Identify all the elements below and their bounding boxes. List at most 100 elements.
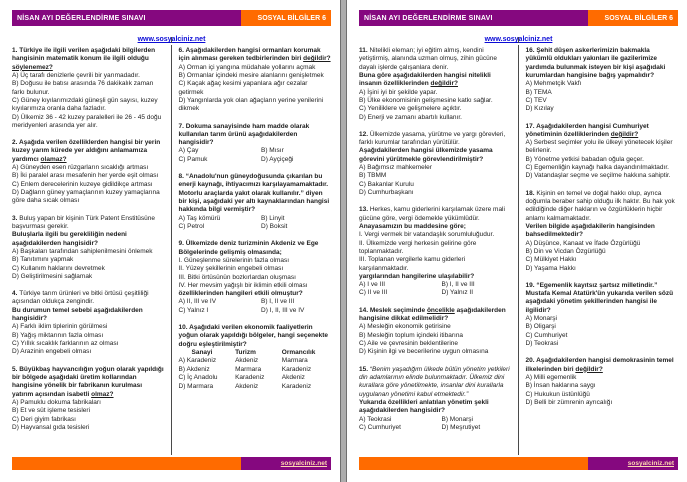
answer-option: D) Enerji ve zamanı abartılı kullanır. <box>359 113 462 121</box>
question-stem: Anayasamızın bu maddesine göre; <box>359 222 466 230</box>
answer-option: D) Kızılay <box>525 105 554 113</box>
answer-options: A) Bağımsız mahkemeler B) TBMM C) Bakanlar… <box>359 164 512 197</box>
question-stem: 14. Meslek seçiminde öncelikle aşağıdaki… <box>359 306 506 323</box>
question-column-right: 6. Aşağıdakilerden hangisi ormanları kor… <box>170 45 332 455</box>
table-header-cell: Turizm <box>235 349 256 356</box>
question-stem: Buluşlarla ilgili bu gerekliliğin nedeni… <box>12 231 127 247</box>
question: 19. “Egemenlik kayıtsız şartsız milletin… <box>526 282 679 349</box>
question: 11. Nitelikli eleman; iyi eğitim almış, … <box>359 47 512 122</box>
question-stem: yargılarından hangilerine ulaşılabilir? <box>359 272 475 280</box>
footer-site-link[interactable]: sosyalciniz.net <box>280 460 327 467</box>
answer-options: A) Üç tarafı denizlerle çevrili bir yarı… <box>12 72 165 130</box>
answer-options: A) I ve III B) I, II ve III C) II ve III D)… <box>359 281 512 298</box>
answer-table: Sanayi Turizm Ormancılık A) Karadeniz Akdeni… <box>179 349 332 391</box>
exam-page-2: NİSAN AYI DEĞERLENDİRME SINAVI SOSYAL Bİ… <box>347 0 687 482</box>
question: 20. Aşağıdakilerden hangisi demokrasinin… <box>526 357 679 407</box>
footer-orange-bar <box>12 457 241 470</box>
answer-options: A) Orman içi yangına müdahale yollarını … <box>179 64 332 114</box>
question-stem: 10. Aşağıdaki verilen ekonomik faaliyetl… <box>178 324 329 348</box>
question-stem: Bu durumun temel sebebi aşağıdakilerden … <box>12 306 143 323</box>
answer-option: B) Linyit <box>261 214 285 222</box>
question: 15. “Benim yaşadığım ülkede bütün yöneti… <box>359 366 512 433</box>
answer-option: C) Kaçak ağaç kesimi yapanlara ağır ceza… <box>178 80 308 96</box>
answer-options: A) Taş kömürü B) Linyit C) Petrol D) Boksit <box>179 215 332 232</box>
answer-option: C) Yıllık sıcaklık farklarının az olması <box>12 340 119 347</box>
answer-options: A) Farklı iklim tiplerinin görülmesi B) Y… <box>12 323 165 356</box>
answer-option: D) Yaşama Hakkı <box>525 264 576 272</box>
footer-site-link[interactable]: sosyalciniz.net <box>627 460 674 467</box>
question: 6. Aşağıdakilerden hangisi ormanları kor… <box>179 47 332 114</box>
question-stem: Yukarıda özellikleri anlatılan yönetim ş… <box>359 398 489 415</box>
answer-options: A) Mehmetçik Vakfı B) TEMA C) TEV D) Kızıla… <box>526 80 679 113</box>
answer-option: C) Aile ve çevresinin beklentilerine <box>359 340 458 347</box>
answer-option: C) Pamuk <box>178 155 208 163</box>
answer-option: B) Doğusu ile batısı arasında 76 dakikal… <box>12 80 154 96</box>
page-header: NİSAN AYI DEĞERLENDİRME SINAVI SOSYAL Bİ… <box>12 10 331 26</box>
question: 8. “Anadolu'nun güneydoğusunda çıkarılan… <box>179 173 332 231</box>
question-stem: III. Toplanan vergilerle kamu giderleri … <box>359 256 466 272</box>
answer-option: A) İşini iyi bir şekilde yapar. <box>359 88 438 96</box>
answer-option: A) Güneyden esen rüzgarların sıcaklığı a… <box>12 164 149 172</box>
question-stem: Aşağıdakilerden hangisi ülkemizde yasama… <box>359 147 493 163</box>
question-stem: 17. Aşağıdakilerden hangisi Cumhuriyet y… <box>525 122 649 138</box>
page-footer: sosyalciniz.net <box>359 457 678 470</box>
answer-option: B) Mesleğin toplum içindeki itibarına <box>359 331 464 339</box>
footer-purple-bar: sosyalciniz.net <box>588 457 678 470</box>
question: 10. Aşağıdaki verilen ekonomik faaliyetl… <box>179 324 332 391</box>
question: 14. Meslek seçiminde öncelikle aşağıdaki… <box>359 307 512 357</box>
answer-option: D) Hayvansal gıda tesisleri <box>12 423 90 431</box>
answer-option: B) TEMA <box>525 88 552 96</box>
question: 12. Ülkemizde yasama, yürütme ve yargı g… <box>359 131 512 198</box>
table-cell: C) İç Anadolu <box>178 374 218 382</box>
answer-option: D) Kişinin ilgi ve becerilerine uygun ol… <box>359 348 489 356</box>
question: 3. Buluş yapan bir kişinin Türk Patent E… <box>12 215 165 282</box>
answer-option: B) Oligarşi <box>525 323 556 331</box>
answer-option: B) Yağış miktarının fazla olması <box>12 331 104 339</box>
question-stem: 18. Kişinin en temel ve doğal hakkı olup… <box>525 189 675 222</box>
answer-option: A) Çay <box>178 147 199 155</box>
answer-options: A) Başkaları tarafından sahiplenilmesini… <box>12 248 165 281</box>
answer-options: A) II, III ve IV B) I, II ve III C) Yalnız… <box>179 298 332 315</box>
question-column-right: 16. Şehit düşen askerlerimizin bakmakla … <box>517 45 679 455</box>
question: 4. Türkiye tarım ürünleri ve bitki örtüs… <box>12 290 165 357</box>
question-stem: IV. Her mevsim yağışlı bir iklimin etkil… <box>178 281 308 289</box>
table-header-cell: Ormancılık <box>281 349 316 356</box>
text-cursor-mark <box>171 37 172 43</box>
question-stem: Buna göre aşağıdakilerden hangisi niteli… <box>359 71 491 88</box>
question: 18. Kişinin en temel ve doğal hakkı olup… <box>526 190 679 273</box>
exam-title: NİSAN AYI DEĞERLENDİRME SINAVI <box>359 10 588 26</box>
answer-option: A) Orman içi yangına müdahale yollarını … <box>178 63 316 71</box>
answer-option: D) Dağların güney yamaçlarının kuzey yam… <box>12 189 160 205</box>
top-link-line: www.sosyalciniz.net <box>359 28 678 43</box>
question-stem: Verilen bilgide aşağıdakilerin hangisind… <box>525 222 655 239</box>
question-columns: 11. Nitelikli eleman; iyi eğitim almış, … <box>359 45 678 455</box>
answer-option: D) Arazinin engebeli olması <box>12 348 92 356</box>
answer-option: B) Monarşi <box>441 415 473 423</box>
answer-option: C) Petrol <box>178 222 205 230</box>
answer-option: C) Mülkiyet Hakkı <box>525 256 577 264</box>
answer-option: B) Mısır <box>261 147 284 155</box>
answer-option: B) Din ve Vicdan Özgürlüğü <box>525 247 606 255</box>
question-stem: 11. Nitelikli eleman; iyi eğitim almış, … <box>359 47 498 71</box>
footer-purple-bar: sosyalciniz.net <box>241 457 331 470</box>
answer-option: D) Meşrutiyet <box>441 423 481 431</box>
answer-options: A) Mesleğin ekonomik getirisine B) Mesleğ… <box>359 323 512 356</box>
page-gutter <box>340 0 347 482</box>
answer-options: A) Teokrasi B) Monarşi C) Cumhuriyet D) Meş… <box>359 416 512 433</box>
question-stem: II. Ülkemizde vergi herkesin gelirine gö… <box>359 239 477 255</box>
question-stem: 3. Buluş yapan bir kişinin Türk Patent E… <box>12 214 155 230</box>
answer-option: B) I, II ve III <box>441 281 475 289</box>
question-column-left: 11. Nitelikli eleman; iyi eğitim almış, … <box>359 45 518 455</box>
answer-option: D) Teokrasi <box>525 340 559 347</box>
answer-options: A) Pamuklu dokuma fabrikaları B) Et ve sü… <box>12 399 165 432</box>
table-cell: Karadeniz <box>235 374 265 382</box>
question: 17. Aşağıdakilerden hangisi Cumhuriyet y… <box>526 123 679 181</box>
question-stem: 2. Aşağıda verilen özelliklerden hangisi… <box>12 139 161 163</box>
answer-option: A) Mesleğin ekonomik getirisine <box>359 323 451 331</box>
text-cursor-mark <box>518 37 519 43</box>
answer-option: B) İki paralel arası mesafenin her yerde… <box>12 172 159 180</box>
answer-option: A) Teokrasi <box>359 415 392 423</box>
answer-options: A) Monarşi B) Oligarşi C) Cumhuriyet D) Teo… <box>526 315 679 348</box>
footer-orange-bar <box>359 457 588 470</box>
answer-options: A) İşini iyi bir şekilde yapar. B) Ülke e… <box>359 89 512 122</box>
